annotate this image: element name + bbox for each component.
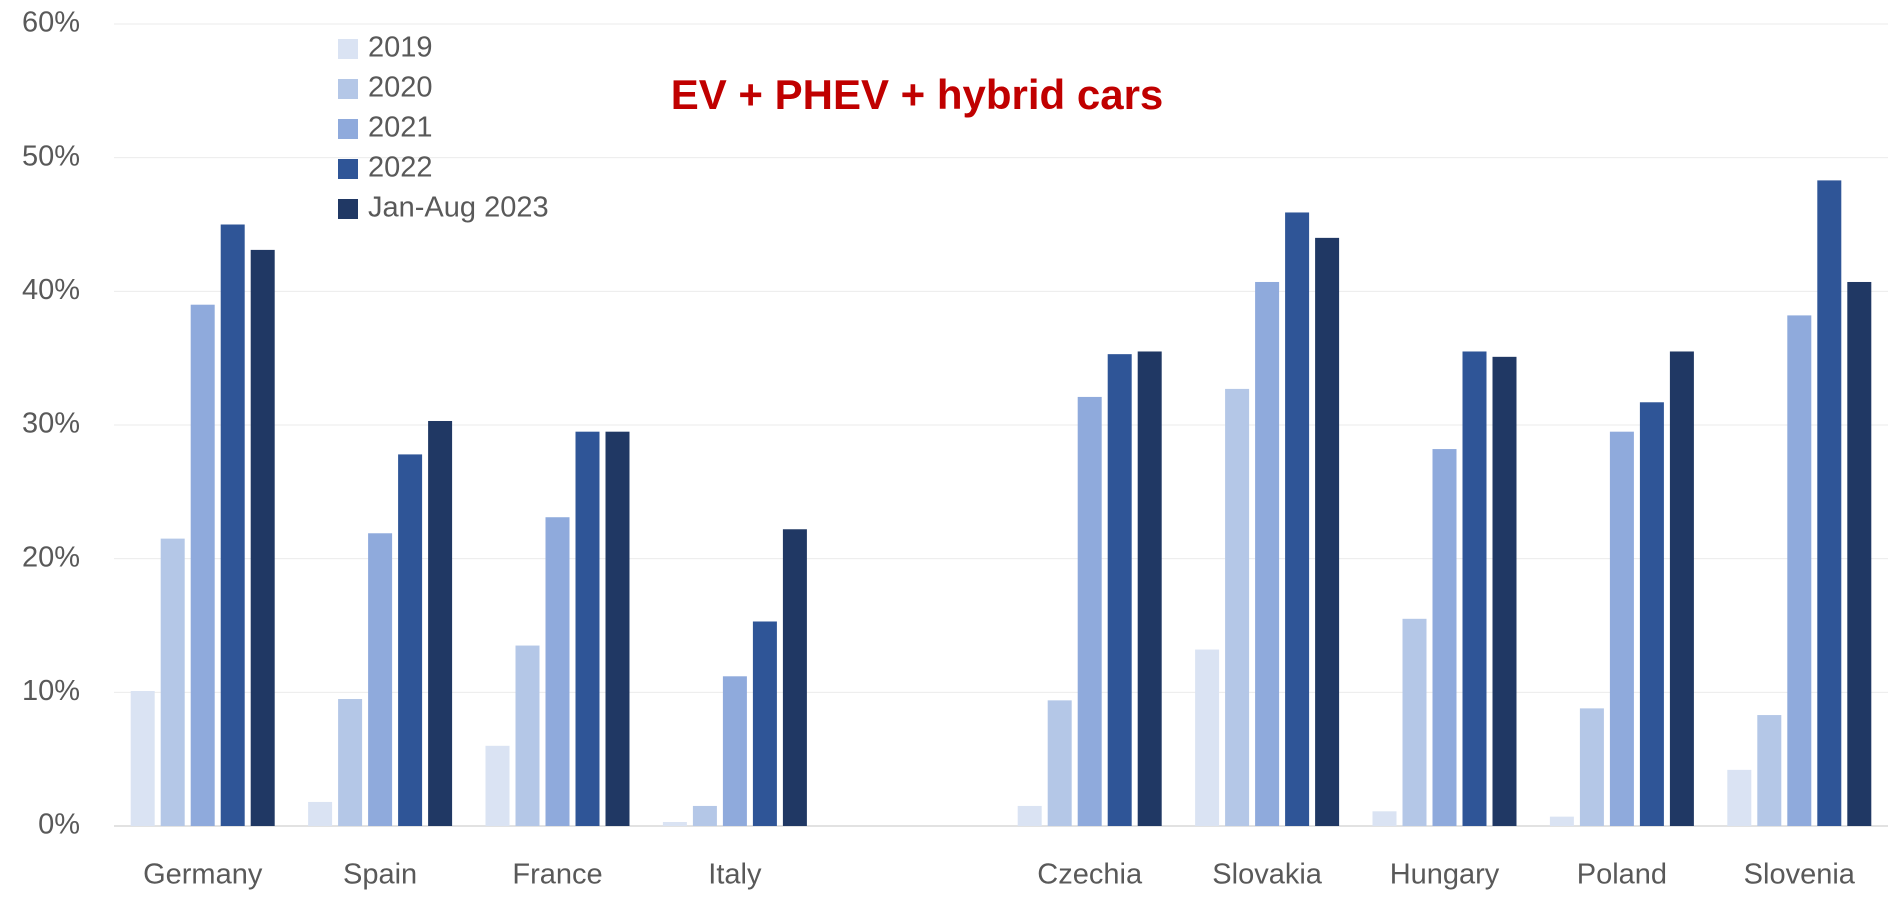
- bar: [1047, 700, 1072, 826]
- bar: [692, 805, 717, 826]
- bar: [662, 821, 687, 826]
- legend-swatch: [338, 79, 358, 99]
- bar: [1137, 351, 1162, 826]
- legend-swatch: [338, 199, 358, 219]
- bar: [782, 529, 807, 826]
- bar: [160, 538, 185, 826]
- bar: [308, 801, 333, 826]
- bar: [1402, 618, 1427, 826]
- bar: [1727, 769, 1752, 826]
- bar: [428, 420, 453, 826]
- x-tick-label: Slovakia: [1212, 859, 1322, 891]
- bar: [1432, 449, 1457, 826]
- bar: [1077, 396, 1102, 826]
- y-tick-label: 30%: [22, 408, 80, 440]
- legend-swatch: [338, 39, 358, 59]
- bar: [722, 676, 747, 826]
- bar: [1462, 351, 1487, 826]
- bar: [1609, 431, 1634, 826]
- bar: [368, 533, 393, 826]
- bar: [220, 224, 245, 826]
- bar: [1107, 354, 1132, 826]
- legend-swatch: [338, 119, 358, 139]
- legend-label: 2022: [368, 152, 433, 184]
- bar: [250, 249, 275, 826]
- bar: [190, 304, 215, 826]
- bar: [1847, 281, 1872, 826]
- bar: [1285, 212, 1310, 827]
- bar: [545, 517, 570, 826]
- legend-label: 2021: [368, 112, 433, 144]
- bar: [1787, 315, 1812, 826]
- bar: [1639, 402, 1664, 826]
- bar: [1579, 708, 1604, 826]
- bar: [485, 745, 510, 826]
- x-tick-label: Germany: [143, 859, 263, 891]
- bar: [515, 645, 540, 826]
- bar: [1225, 388, 1250, 826]
- bar: [338, 699, 363, 826]
- bar: [1017, 805, 1042, 826]
- bar: [1757, 715, 1782, 826]
- x-tick-label: Italy: [708, 859, 762, 891]
- x-tick-label: Slovenia: [1744, 859, 1856, 891]
- y-tick-label: 40%: [22, 274, 80, 306]
- y-tick-label: 60%: [22, 7, 80, 39]
- bar: [1255, 281, 1280, 826]
- legend-label: 2020: [368, 72, 433, 104]
- bar: [1492, 356, 1517, 826]
- bar: [398, 454, 423, 826]
- bar: [1669, 351, 1694, 826]
- bar: [1315, 237, 1340, 826]
- bar: [605, 431, 630, 826]
- bar: [752, 621, 777, 826]
- bar: [130, 690, 155, 826]
- x-tick-label: Spain: [343, 859, 417, 891]
- y-tick-label: 50%: [22, 140, 80, 172]
- legend-label: 2019: [368, 32, 433, 64]
- bar: [1549, 816, 1574, 826]
- x-tick-label: Poland: [1577, 859, 1667, 891]
- bar: [575, 431, 600, 826]
- x-tick-label: Czechia: [1037, 859, 1143, 891]
- bar: [1372, 811, 1397, 826]
- y-tick-label: 0%: [38, 809, 80, 841]
- bar: [1195, 649, 1220, 826]
- x-tick-label: France: [512, 859, 602, 891]
- legend-swatch: [338, 159, 358, 179]
- x-tick-label: Hungary: [1390, 859, 1500, 891]
- chart-title: EV + PHEV + hybrid cars: [671, 71, 1164, 118]
- y-tick-label: 10%: [22, 675, 80, 707]
- bar: [1817, 180, 1842, 826]
- legend-label: Jan-Aug 2023: [368, 192, 549, 224]
- y-tick-label: 20%: [22, 541, 80, 573]
